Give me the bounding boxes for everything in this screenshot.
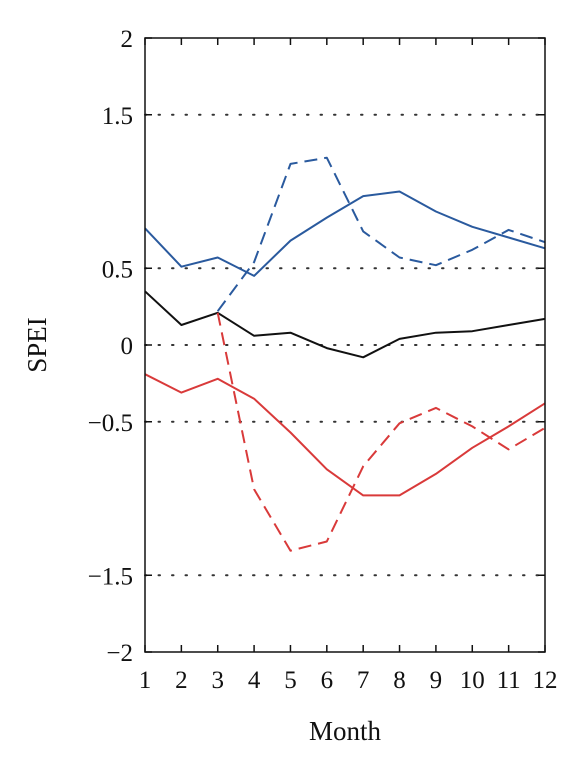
x-tick-label: 10 <box>460 667 485 694</box>
series-lines <box>144 156 546 552</box>
y-tick-label: 2 <box>121 26 134 53</box>
x-tick-label: 12 <box>533 667 558 694</box>
y-tick-label: −0.5 <box>88 410 133 437</box>
x-tick-label: 4 <box>248 667 261 694</box>
series-line-5-dashed <box>216 312 546 552</box>
x-tick-label: 2 <box>175 667 188 694</box>
x-tick-label: 7 <box>357 667 370 694</box>
x-tick-label: 5 <box>284 667 297 694</box>
x-tick-label: 11 <box>497 667 521 694</box>
series-line-1-solid <box>144 190 546 277</box>
x-tick-label: 9 <box>430 667 443 694</box>
x-tick-label: 8 <box>393 667 406 694</box>
y-tick-label: 0 <box>121 333 134 360</box>
series-line-2-dashed <box>216 156 546 312</box>
x-tick-label: 3 <box>211 667 224 694</box>
x-tick-label: 1 <box>139 667 152 694</box>
x-axis-title: Month <box>309 716 382 746</box>
y-tick-label: 1.5 <box>102 103 133 130</box>
y-tick-label: 0.5 <box>102 256 133 283</box>
series-line-4-solid <box>144 373 546 497</box>
gridlines <box>144 113 546 577</box>
y-tick-label: −1.5 <box>88 563 133 590</box>
y-tick-label: −2 <box>106 640 133 667</box>
x-tick-label: 6 <box>321 667 334 694</box>
series-line-3-solid <box>144 290 546 359</box>
y-axis-title: SPEI <box>22 317 52 373</box>
